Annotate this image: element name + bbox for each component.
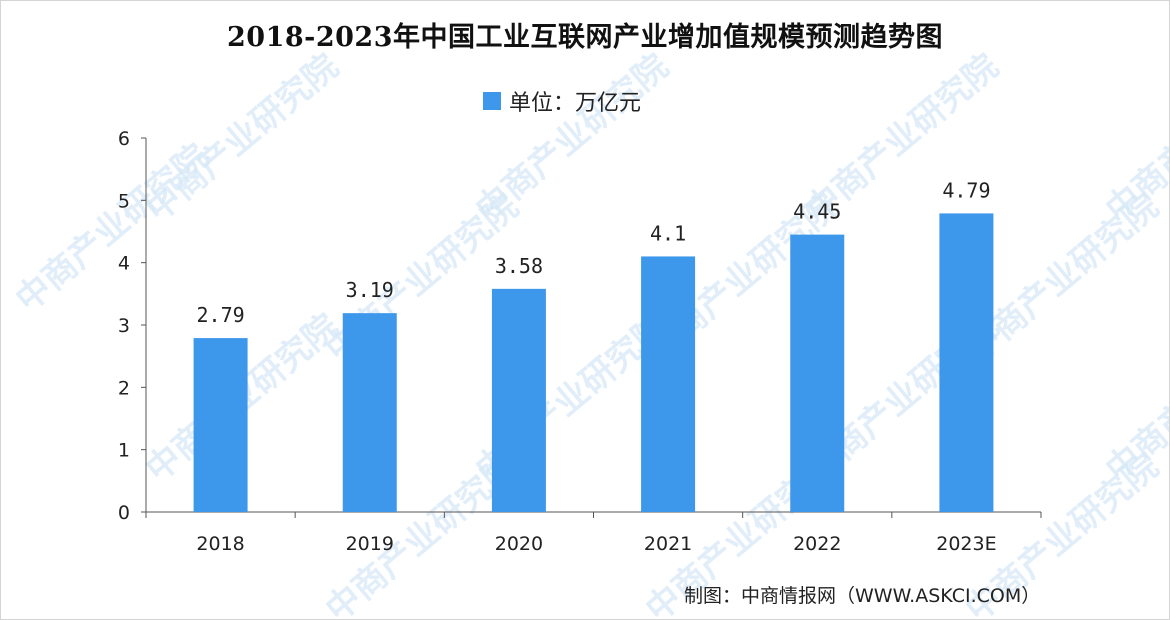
source-credit: 制图：中商情报网（WWW.ASKCI.COM） <box>684 585 1041 607</box>
legend-label: 单位：万亿元 <box>509 91 642 116</box>
data-label: 4.45 <box>793 200 841 224</box>
legend: 单位：万亿元 <box>483 85 641 117</box>
y-tick-label: 1 <box>118 440 130 462</box>
x-tick-label: 2022 <box>793 533 841 555</box>
x-tick-label: 2018 <box>196 533 244 555</box>
chart-title: 2018-2023年中国工业互联网产业增加值规模预测趋势图 <box>227 22 943 53</box>
y-tick-label: 6 <box>118 128 130 150</box>
data-label: 3.58 <box>495 254 543 278</box>
data-label: 4.79 <box>942 178 990 202</box>
data-label: 3.19 <box>346 278 394 302</box>
y-tick-label: 4 <box>118 253 130 275</box>
bar <box>491 288 546 512</box>
x-tick-label: 2020 <box>495 533 543 555</box>
bar <box>790 234 845 512</box>
y-tick-label: 0 <box>118 502 130 524</box>
data-label: 2.79 <box>196 303 244 327</box>
bar <box>342 313 397 512</box>
data-label: 4.1 <box>650 221 686 245</box>
y-tick-label: 2 <box>118 377 130 399</box>
y-tick-label: 5 <box>118 190 130 212</box>
x-tick-label: 2019 <box>346 533 394 555</box>
x-tick-label: 2023E <box>936 533 996 555</box>
bar <box>939 213 994 512</box>
y-tick-label: 3 <box>118 315 130 337</box>
bar <box>193 338 248 512</box>
bar <box>641 256 696 512</box>
x-tick-label: 2021 <box>644 533 692 555</box>
legend-swatch <box>483 92 501 110</box>
